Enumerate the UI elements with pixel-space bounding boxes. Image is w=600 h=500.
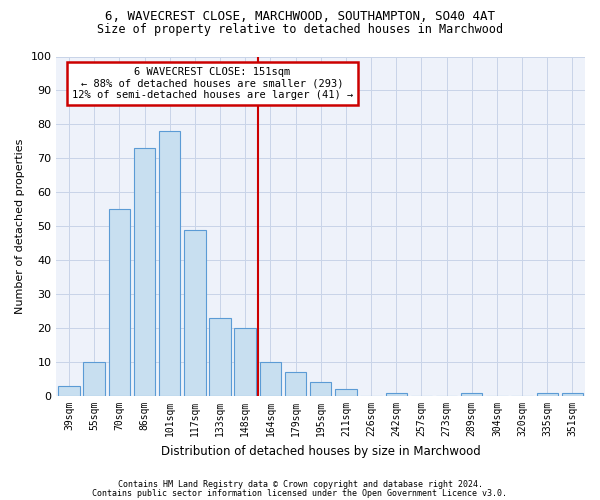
Bar [260,362,281,396]
Bar [335,390,356,396]
Bar [83,362,105,396]
Bar [235,328,256,396]
Y-axis label: Number of detached properties: Number of detached properties [15,138,25,314]
Bar [58,386,80,396]
Bar [109,210,130,396]
Text: Size of property relative to detached houses in Marchwood: Size of property relative to detached ho… [97,22,503,36]
Bar [285,372,306,396]
Bar [184,230,206,396]
Bar [386,392,407,396]
Text: 6 WAVECREST CLOSE: 151sqm
← 88% of detached houses are smaller (293)
12% of semi: 6 WAVECREST CLOSE: 151sqm ← 88% of detac… [72,66,353,100]
Bar [159,131,181,396]
Bar [209,318,231,396]
Bar [562,392,583,396]
Text: 6, WAVECREST CLOSE, MARCHWOOD, SOUTHAMPTON, SO40 4AT: 6, WAVECREST CLOSE, MARCHWOOD, SOUTHAMPT… [105,10,495,23]
Text: Contains HM Land Registry data © Crown copyright and database right 2024.: Contains HM Land Registry data © Crown c… [118,480,482,489]
Bar [134,148,155,396]
Bar [310,382,331,396]
Bar [461,392,482,396]
X-axis label: Distribution of detached houses by size in Marchwood: Distribution of detached houses by size … [161,444,481,458]
Text: Contains public sector information licensed under the Open Government Licence v3: Contains public sector information licen… [92,488,508,498]
Bar [536,392,558,396]
